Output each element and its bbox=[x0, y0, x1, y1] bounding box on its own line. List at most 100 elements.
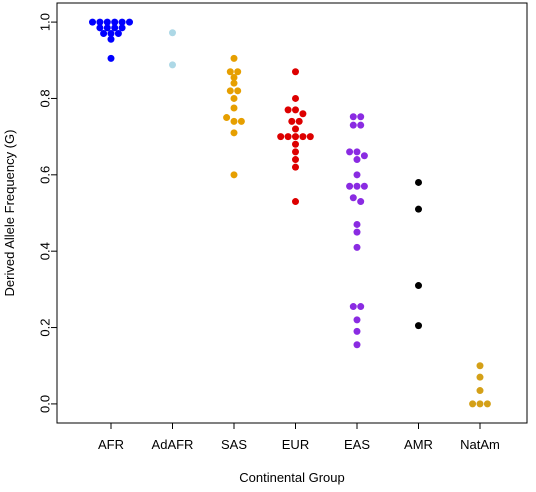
data-point-afr bbox=[96, 18, 104, 26]
x-tick-label: AFR bbox=[98, 437, 124, 452]
data-point-eas bbox=[346, 148, 354, 156]
data-point-eur bbox=[292, 106, 299, 114]
data-point-amr bbox=[415, 205, 422, 213]
data-point-natam bbox=[476, 373, 484, 381]
data-point-sas bbox=[230, 117, 238, 125]
data-point-sas bbox=[234, 87, 242, 95]
data-point-eas bbox=[357, 121, 365, 129]
plot-frame bbox=[56, 2, 528, 424]
y-axis: 0.0 0.2 0.4 0.6 0.8 1.0 bbox=[38, 13, 57, 413]
y-axis-title: Derived Allele Frequency (G) bbox=[2, 130, 17, 297]
data-point-sas bbox=[226, 68, 234, 76]
data-point-sas bbox=[230, 73, 238, 81]
data-point-natam bbox=[476, 387, 484, 395]
y-tick-label: 0.8 bbox=[38, 89, 53, 107]
data-point-adafr bbox=[169, 29, 176, 37]
data-point-eas bbox=[357, 303, 365, 311]
data-point-sas bbox=[230, 171, 238, 179]
data-point-afr bbox=[107, 30, 115, 38]
data-point-afr bbox=[118, 24, 126, 32]
data-point-afr bbox=[96, 24, 104, 32]
data-point-sas bbox=[226, 87, 234, 95]
data-point-eas bbox=[353, 182, 361, 190]
data-point-eas bbox=[353, 156, 361, 164]
data-point-eas bbox=[353, 220, 361, 228]
x-tick-label: AMR bbox=[404, 437, 433, 452]
data-point-eas bbox=[353, 228, 361, 236]
data-point-eas bbox=[353, 171, 361, 179]
y-tick-label: 0.2 bbox=[38, 319, 53, 337]
data-point-eas bbox=[353, 327, 361, 335]
data-point-afr bbox=[118, 18, 126, 26]
data-points bbox=[89, 18, 491, 408]
data-point-amr bbox=[415, 178, 422, 186]
data-point-amr bbox=[415, 322, 422, 330]
data-point-eur bbox=[284, 133, 292, 141]
data-point-afr bbox=[100, 30, 108, 38]
data-point-afr bbox=[107, 35, 115, 43]
data-point-eas bbox=[360, 152, 368, 160]
data-point-natam bbox=[483, 400, 491, 408]
data-point-sas bbox=[230, 129, 238, 137]
data-point-adafr bbox=[169, 61, 176, 69]
data-point-afr bbox=[114, 30, 122, 38]
x-axis-title: Continental Group bbox=[239, 470, 345, 485]
data-point-eas bbox=[353, 148, 361, 156]
y-tick-label: 1.0 bbox=[38, 13, 53, 31]
data-point-eur bbox=[292, 140, 299, 148]
data-point-sas bbox=[230, 104, 238, 112]
data-point-eas bbox=[349, 303, 357, 311]
data-point-eur bbox=[284, 106, 292, 114]
data-point-afr bbox=[111, 24, 119, 32]
data-point-eas bbox=[353, 243, 361, 251]
data-point-afr bbox=[111, 18, 119, 26]
data-point-sas bbox=[230, 54, 238, 62]
data-point-eur bbox=[292, 68, 299, 76]
data-point-eur bbox=[292, 148, 299, 156]
x-tick-label: SAS bbox=[221, 437, 247, 452]
data-point-sas bbox=[234, 68, 242, 76]
data-point-afr bbox=[103, 24, 111, 32]
data-point-amr bbox=[415, 282, 422, 290]
data-point-eur bbox=[292, 163, 299, 171]
y-tick-label: 0.6 bbox=[38, 166, 53, 184]
data-point-natam bbox=[476, 362, 484, 370]
data-point-eur bbox=[292, 94, 299, 102]
data-point-eas bbox=[353, 316, 361, 324]
data-point-natam bbox=[469, 400, 477, 408]
data-point-eas bbox=[357, 113, 365, 121]
data-point-eas bbox=[353, 341, 361, 349]
data-point-afr bbox=[103, 18, 111, 26]
data-point-afr bbox=[107, 54, 115, 62]
x-tick-label: EUR bbox=[282, 437, 309, 452]
x-tick-label: NatAm bbox=[460, 437, 500, 452]
data-point-eur bbox=[292, 133, 299, 141]
data-point-eur bbox=[288, 117, 296, 125]
data-point-afr bbox=[89, 18, 96, 26]
x-tick-label: AdAFR bbox=[152, 437, 194, 452]
data-point-eur bbox=[292, 198, 299, 206]
data-point-natam bbox=[476, 400, 484, 408]
data-point-eur bbox=[299, 110, 307, 118]
data-point-eur bbox=[292, 156, 299, 164]
data-point-eas bbox=[349, 121, 357, 129]
data-point-eur bbox=[299, 133, 307, 141]
data-point-eas bbox=[357, 198, 365, 206]
data-point-eas bbox=[360, 182, 368, 190]
data-point-eur bbox=[306, 133, 314, 141]
data-point-afr bbox=[126, 18, 133, 26]
data-point-sas bbox=[230, 94, 238, 102]
data-point-sas bbox=[237, 117, 245, 125]
data-point-eur bbox=[292, 125, 299, 133]
data-point-sas bbox=[223, 114, 231, 122]
x-tick-label: EAS bbox=[344, 437, 370, 452]
y-tick-label: 0.4 bbox=[38, 242, 53, 260]
data-point-eas bbox=[349, 194, 357, 202]
data-point-eur bbox=[277, 133, 285, 141]
data-point-eas bbox=[349, 113, 357, 121]
x-axis: AFR AdAFR SAS EUR EAS AMR NatAm bbox=[98, 423, 500, 452]
data-point-sas bbox=[230, 79, 238, 87]
data-point-eur bbox=[295, 117, 303, 125]
data-point-eas bbox=[346, 182, 354, 190]
